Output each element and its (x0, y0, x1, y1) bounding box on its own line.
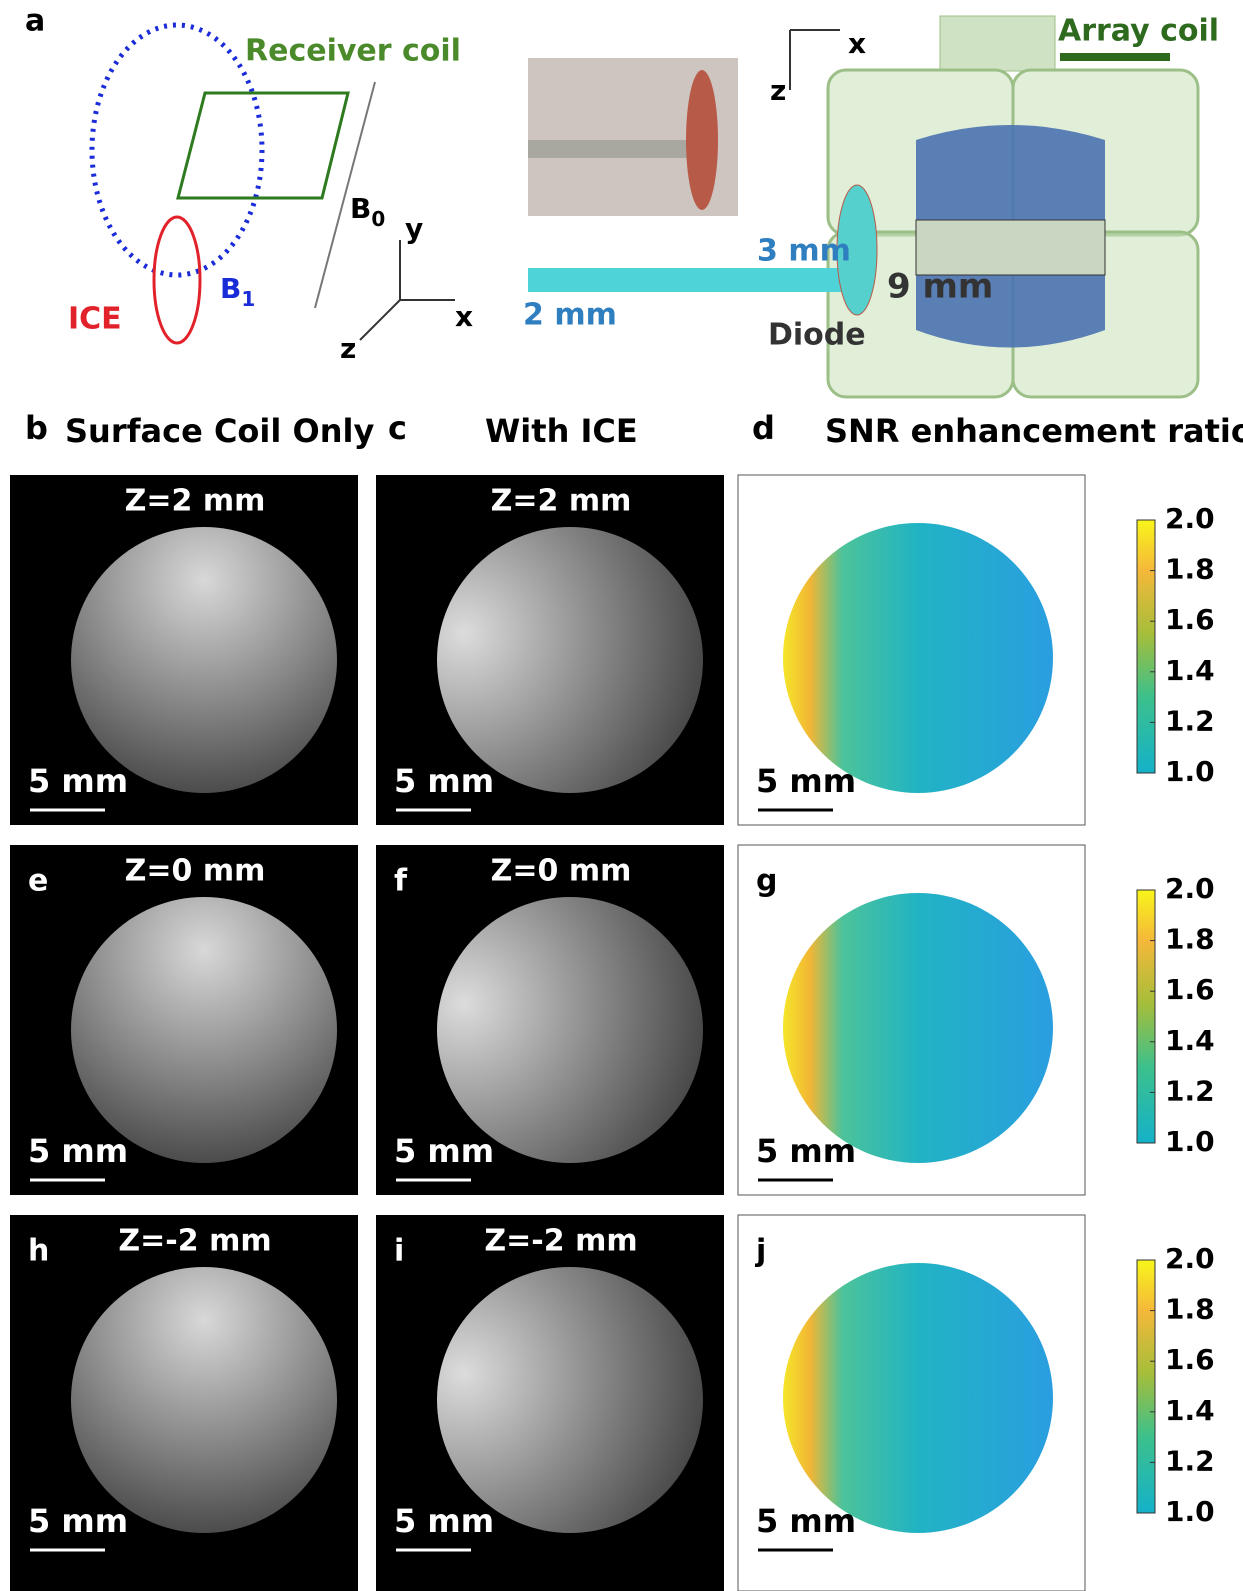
column-title: With ICE (485, 412, 638, 450)
colorbar (1137, 1260, 1155, 1513)
axis-label: z (770, 74, 786, 107)
receiver-coil-label: Receiver coil (245, 34, 461, 69)
mri-phantom (437, 527, 703, 793)
colorbar (1137, 890, 1155, 1143)
b1-label: B1 (220, 272, 255, 311)
image-panel: 5 mm (738, 475, 1085, 825)
colorbar-tick-label: 1.8 (1165, 1293, 1215, 1326)
colorbar-tick-label: 1.4 (1165, 1024, 1215, 1057)
colorbar-tick-label: 1.4 (1165, 1394, 1215, 1427)
colorbar-tick-label: 1.4 (1165, 654, 1215, 687)
slice-label: Z=0 mm (491, 854, 632, 889)
scale-bar-label: 5 mm (28, 762, 128, 800)
axis-label: z (340, 332, 356, 365)
slice-label: Z=2 mm (125, 484, 266, 519)
scale-bar-label: 5 mm (28, 1132, 128, 1170)
scale-bar-label: 5 mm (28, 1502, 128, 1540)
receiver-coil-shape (178, 93, 348, 198)
figure: a Receiver coil ICE B1 B0 y x z x z Arra… (0, 0, 1243, 1591)
colorbar-tick-label: 1.2 (1165, 1444, 1215, 1477)
mri-phantom (437, 1267, 703, 1533)
snr-map (783, 893, 1053, 1163)
photo-ice (686, 70, 718, 210)
column-titles: b Surface Coil Only c With ICE d SNR enhancem… (25, 409, 1243, 450)
colorbar-tick-label: 1.8 (1165, 923, 1215, 956)
image-grid: Z=2 mm 5 mm Z=2 mm 5 mm 5 mm 1.0 1.2 1.4 1.6 1.8 2… (10, 475, 1215, 1591)
colorbar-tick-label: 1.6 (1165, 603, 1215, 636)
panel-a: a Receiver coil ICE B1 B0 y x z x z Arra… (25, 4, 1219, 398)
axis-label: y (405, 212, 423, 245)
array-coil-label: Array coil (1058, 14, 1219, 49)
b0-label: B0 (350, 192, 385, 231)
panel-label: i (394, 1234, 404, 1269)
colorbar-tick-label: 1.6 (1165, 1343, 1215, 1376)
colorbar-tick-label: 1.0 (1165, 1495, 1215, 1528)
colorbar-tick-label: 1.8 (1165, 553, 1215, 586)
image-panel: Z=0 mm f 5 mm (376, 845, 724, 1195)
column-title: Surface Coil Only (65, 412, 374, 450)
panel-label: e (28, 864, 48, 899)
image-panel: j 5 mm (738, 1215, 1085, 1591)
dimension: 2 mm (523, 298, 617, 333)
slice-label: Z=-2 mm (484, 1224, 637, 1259)
slice-label: Z=2 mm (491, 484, 632, 519)
ice-loop (154, 217, 200, 343)
photo-rod (528, 140, 698, 158)
scale-bar-label: 5 mm (756, 762, 856, 800)
colorbar-tick-label: 2.0 (1165, 872, 1215, 905)
colorbar-tick-label: 1.2 (1165, 1074, 1215, 1107)
colorbar-tick-label: 2.0 (1165, 502, 1215, 535)
image-panel: Z=-2 mm h 5 mm (10, 1215, 358, 1591)
b0-sub: 0 (371, 207, 385, 231)
b1-text: B (220, 272, 241, 305)
b1-sub: 1 (241, 287, 255, 311)
snr-map (783, 523, 1053, 793)
dimension: 9 mm (887, 267, 993, 307)
scale-bar-label: 5 mm (756, 1132, 856, 1170)
axes-left (360, 240, 455, 340)
ice-rod (528, 268, 853, 292)
colorbar-tick-label: 1.2 (1165, 704, 1215, 737)
mri-phantom (437, 897, 703, 1163)
axis-label: x (848, 27, 866, 60)
scale-bar-label: 5 mm (394, 1502, 494, 1540)
slice-label: Z=-2 mm (118, 1224, 271, 1259)
colorbar (1137, 520, 1155, 773)
panel-label: a (25, 4, 45, 39)
ice-label: ICE (68, 302, 122, 337)
dimension: 3 mm (757, 234, 851, 269)
panel-label: f (394, 864, 408, 899)
image-panel: g 5 mm (738, 845, 1085, 1195)
mri-phantom (71, 897, 337, 1163)
slice-label: Z=0 mm (125, 854, 266, 889)
colorbar-tick-label: 2.0 (1165, 1242, 1215, 1275)
image-panel: Z=2 mm 5 mm (376, 475, 724, 825)
column-title: SNR enhancement ratio (825, 412, 1243, 450)
axis-label: x (455, 300, 473, 333)
panel-label: g (756, 864, 777, 899)
image-panel: Z=2 mm 5 mm (10, 475, 358, 825)
colorbar-tick-label: 1.0 (1165, 1125, 1215, 1158)
panel-label: h (28, 1234, 49, 1269)
snr-map (783, 1263, 1053, 1533)
image-panel: Z=-2 mm i 5 mm (376, 1215, 724, 1591)
scale-bar-label: 5 mm (394, 1132, 494, 1170)
panel-label: d (752, 409, 775, 447)
panel-label: c (388, 409, 407, 447)
b1-field-loop (92, 25, 262, 275)
panel-label: j (755, 1234, 766, 1269)
array-coil-tab (940, 16, 1055, 71)
diode-label: Diode (768, 318, 866, 353)
scale-bar-label: 5 mm (394, 762, 494, 800)
panel-label: b (25, 409, 48, 447)
colorbar-tick-label: 1.6 (1165, 973, 1215, 1006)
colorbar-tick-label: 1.0 (1165, 755, 1215, 788)
image-panel: Z=0 mm e 5 mm (10, 845, 358, 1195)
scale-bar-label: 5 mm (756, 1502, 856, 1540)
mri-phantom (71, 527, 337, 793)
b0-text: B (350, 192, 371, 225)
mri-phantom (71, 1267, 337, 1533)
